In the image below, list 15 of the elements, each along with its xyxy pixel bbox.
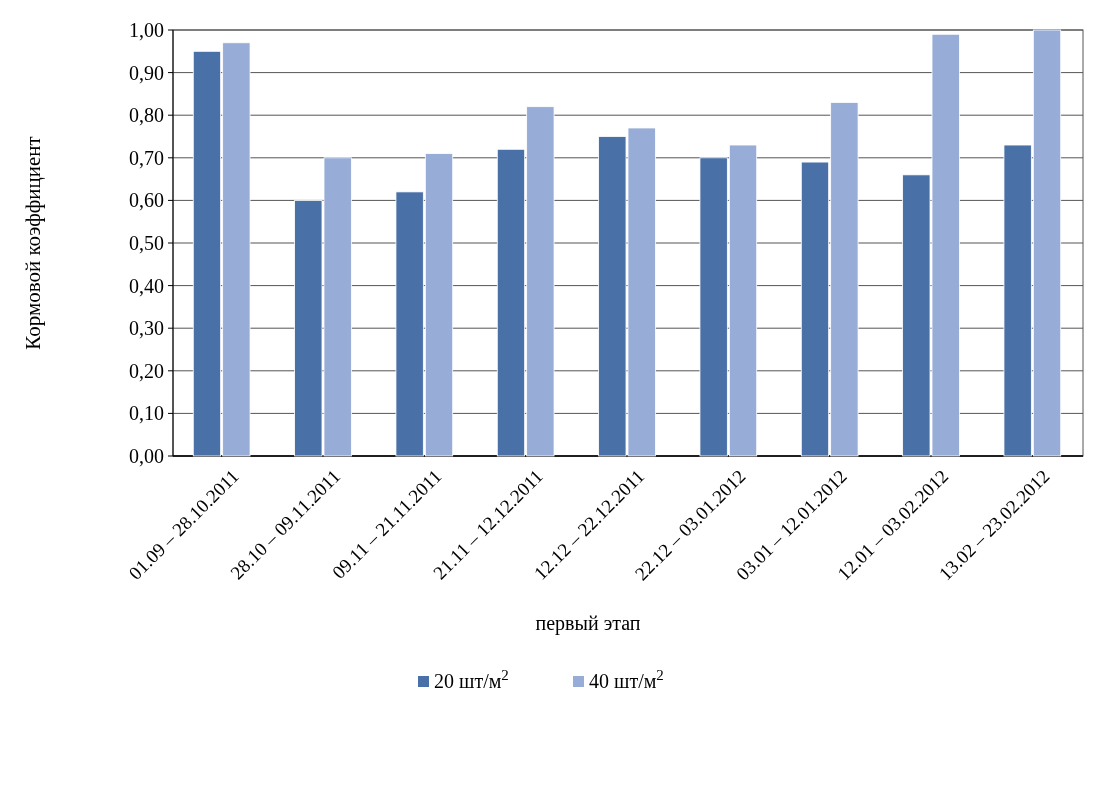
x-axis-title: первый этап xyxy=(535,612,641,635)
y-tick-label: 0,10 xyxy=(129,402,164,425)
y-tick-label: 0,50 xyxy=(129,232,164,254)
y-tick-label: 0,30 xyxy=(129,317,164,340)
y-tick-label: 0,70 xyxy=(129,146,164,169)
y-tick-label: 1,00 xyxy=(129,19,164,41)
legend-label: 40 шт/м$^{2}$ xyxy=(589,667,664,692)
y-tick-label: 0,80 xyxy=(129,104,164,127)
y-tick-label: 0,60 xyxy=(129,189,164,212)
y-tick-label: 0,00 xyxy=(129,445,164,467)
y-tick-label: 0,20 xyxy=(129,359,164,382)
y-tick-label: 0,90 xyxy=(129,61,164,84)
y-tick-label: 0,40 xyxy=(129,274,164,297)
y-axis-title: Кормовой коэффициент xyxy=(21,136,45,350)
legend-label: 20 шт/м$^{2}$ xyxy=(434,667,509,692)
